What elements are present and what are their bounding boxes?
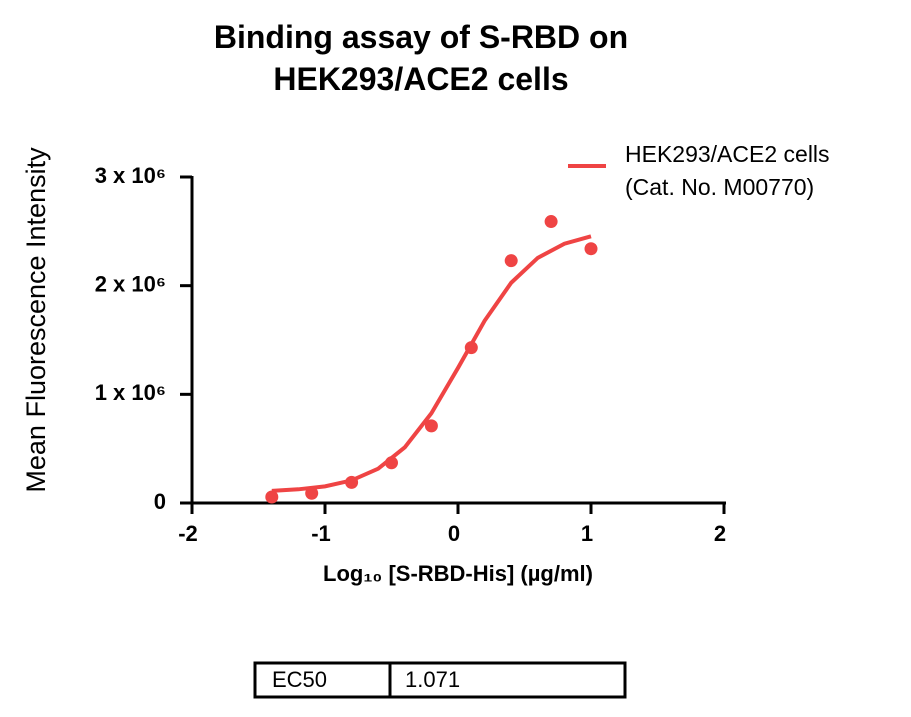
data-point <box>544 215 558 229</box>
x-tick-label: -1 <box>311 521 331 546</box>
data-point <box>305 486 319 500</box>
legend-label: HEK293/ACE2 cells <box>625 141 830 167</box>
ec50-table <box>253 661 627 699</box>
y-axis-label: Mean Fluorescence Intensity <box>21 147 51 493</box>
y-tick-label: 1 x 10⁶ <box>95 380 166 405</box>
x-axis-label: Log₁₀ [S-RBD-His] (µg/ml) <box>323 561 593 586</box>
data-point <box>424 419 438 433</box>
y-tick-label: 2 x 10⁶ <box>95 271 166 296</box>
x-tick-label: 1 <box>581 521 593 546</box>
data-point <box>265 490 279 504</box>
x-tick-label: 2 <box>714 521 726 546</box>
chart-title: Binding assay of S-RBD on HEK293/ACE2 ce… <box>213 19 629 97</box>
data-point <box>385 456 398 470</box>
y-tick-label: 0 <box>154 489 166 514</box>
data-point <box>504 254 518 268</box>
ec50-label: EC50 <box>272 667 327 692</box>
data-point <box>584 242 598 256</box>
fit-curve <box>271 234 592 493</box>
data-point <box>464 341 478 355</box>
ec50-value: 1.071 <box>405 667 460 692</box>
legend-subtitle: (Cat. No. M00770) <box>625 174 814 200</box>
x-tick-label: 0 <box>448 521 460 546</box>
y-tick-label: 3 x 10⁶ <box>95 163 166 188</box>
x-tick-label: -2 <box>178 521 198 546</box>
data-point <box>345 475 359 489</box>
